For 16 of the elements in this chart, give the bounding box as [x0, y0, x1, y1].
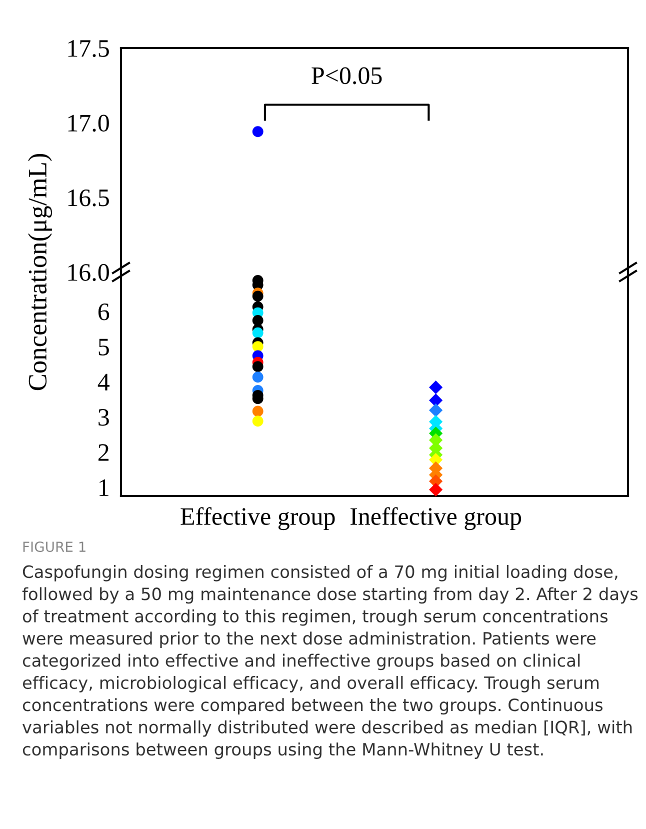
y-tick-label: 16.0 [68, 264, 109, 282]
y-tick-label: 1 [100, 479, 108, 496]
y-tick-label: 16.5 [68, 189, 109, 206]
y-tick-label: 2 [98, 444, 109, 461]
y-tick-label: 6 [98, 304, 110, 320]
y-tick-label: 3 [98, 409, 109, 426]
x-tick-label: Ineffective group [350, 507, 522, 530]
y-axis-title: Concentration(μg/mL) [28, 154, 52, 390]
caption: FIGURE 1 [23, 542, 86, 552]
x-tick-label: Effective group [180, 507, 335, 530]
y-tick-label: 5 [98, 338, 109, 356]
y-tick-label: 4 [98, 374, 110, 390]
y-tick-label: 17.0 [68, 114, 109, 132]
annotation: P<0.05 [312, 67, 382, 84]
text: Caspofungin dosing regimen consisted of a 70 mg initial loading dose, followed by a 50 mg maintenance dose starting from day 2. After 2 days of treatment according to this regimen, trough serum concentrations were measured prior to the next dose administration. Patients were categorized into effective and ineffective groups based on clinical efficacy, microbiological efficacy, and overall efficacy. Trough serum concentrations were compared between the two groups. Continuous variables not normally distributed were described as median [IQR], with comparisons between groups using the Mann-Whitney U test. [22, 565, 638, 759]
y-tick-label: 17.5 [68, 40, 109, 58]
